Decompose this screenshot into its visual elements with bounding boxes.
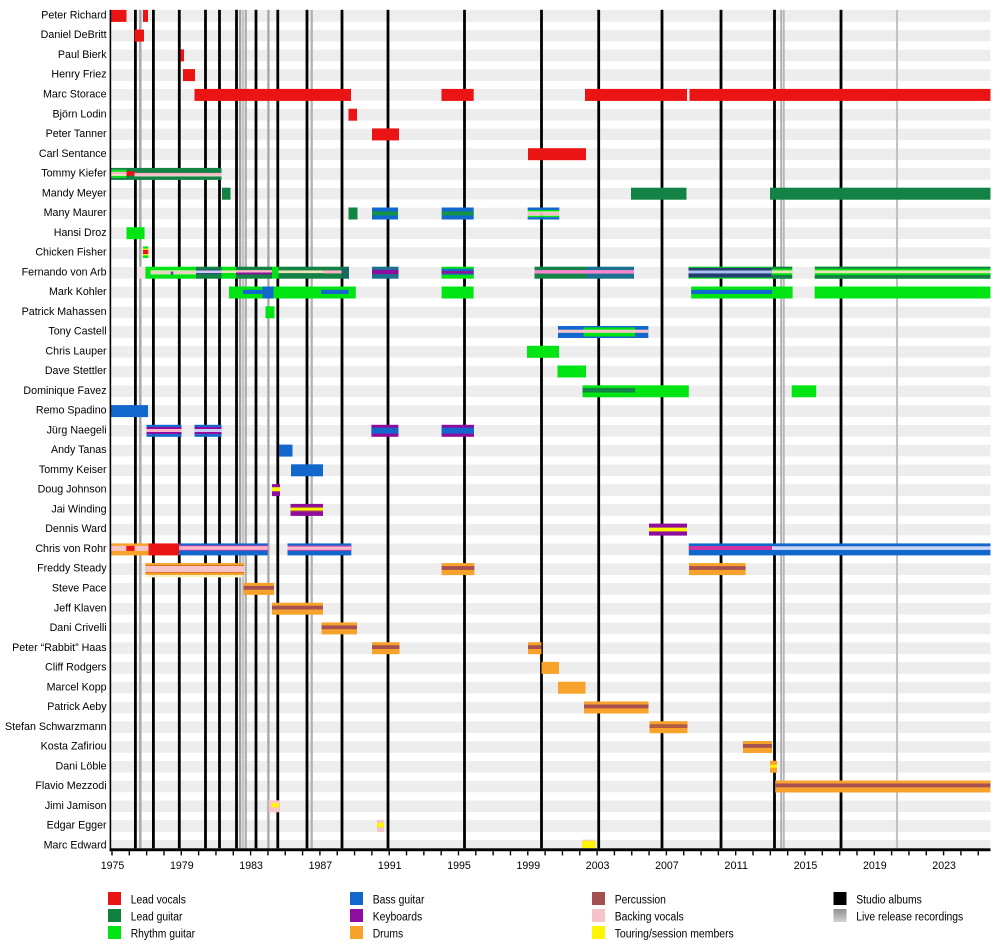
svg-text:Andy Tanas: Andy Tanas: [51, 444, 107, 456]
svg-text:Studio albums: Studio albums: [856, 895, 922, 907]
svg-text:Marcel Kopp: Marcel Kopp: [47, 681, 107, 693]
svg-text:Remo Spadino: Remo Spadino: [36, 405, 107, 417]
svg-text:2003: 2003: [586, 860, 610, 872]
svg-text:Stefan Schwarzmann: Stefan Schwarzmann: [5, 721, 107, 733]
svg-text:Patrick Mahassen: Patrick Mahassen: [22, 306, 107, 318]
svg-text:Daniel DeBritt: Daniel DeBritt: [41, 29, 107, 41]
svg-text:Dave Stettler: Dave Stettler: [45, 365, 107, 377]
svg-text:Lead vocals: Lead vocals: [131, 895, 186, 907]
svg-text:Chicken Fisher: Chicken Fisher: [35, 247, 107, 259]
svg-text:2011: 2011: [724, 860, 748, 872]
svg-text:2007: 2007: [655, 860, 679, 872]
svg-text:Dani Löble: Dani Löble: [55, 760, 106, 772]
svg-text:Chris von Rohr: Chris von Rohr: [35, 543, 107, 555]
svg-text:Henry Friez: Henry Friez: [51, 69, 106, 81]
svg-text:1979: 1979: [170, 860, 194, 872]
svg-text:Carl Sentance: Carl Sentance: [39, 148, 107, 160]
svg-text:Tommy Keiser: Tommy Keiser: [39, 464, 107, 476]
svg-text:Jai Winding: Jai Winding: [51, 504, 106, 516]
svg-text:Touring/session members: Touring/session members: [615, 929, 734, 941]
svg-text:1987: 1987: [309, 860, 333, 872]
svg-text:Doug Johnson: Doug Johnson: [38, 484, 107, 496]
svg-text:Björn Lodin: Björn Lodin: [53, 108, 107, 120]
svg-text:Chris Lauper: Chris Lauper: [45, 345, 107, 357]
svg-text:Keyboards: Keyboards: [373, 912, 423, 924]
svg-text:Peter “Rabbit” Haas: Peter “Rabbit” Haas: [12, 642, 106, 654]
svg-text:2023: 2023: [932, 860, 956, 872]
svg-text:Dominique Favez: Dominique Favez: [23, 385, 106, 397]
svg-text:Cliff Rodgers: Cliff Rodgers: [45, 662, 107, 674]
svg-text:Mandy Meyer: Mandy Meyer: [42, 187, 107, 199]
svg-text:Edgar Egger: Edgar Egger: [47, 820, 107, 832]
svg-text:2015: 2015: [794, 860, 818, 872]
svg-text:Many Maurer: Many Maurer: [44, 207, 107, 219]
svg-text:Freddy Steady: Freddy Steady: [37, 563, 107, 575]
svg-text:Mark Kohler: Mark Kohler: [49, 286, 107, 298]
svg-text:Backing vocals: Backing vocals: [615, 912, 684, 924]
svg-text:2019: 2019: [863, 860, 887, 872]
svg-text:Percussion: Percussion: [615, 895, 666, 907]
svg-text:1995: 1995: [447, 860, 471, 872]
svg-text:Hansi Droz: Hansi Droz: [54, 227, 107, 239]
svg-text:Dani Crivelli: Dani Crivelli: [50, 622, 107, 634]
svg-text:Tony Castell: Tony Castell: [48, 326, 106, 338]
svg-text:Kosta Zafiriou: Kosta Zafiriou: [41, 741, 107, 753]
svg-text:Peter Richard: Peter Richard: [41, 10, 106, 22]
svg-text:Dennis Ward: Dennis Ward: [45, 523, 106, 535]
svg-text:Marc Storace: Marc Storace: [43, 89, 107, 101]
svg-text:Lead guitar: Lead guitar: [131, 912, 183, 924]
svg-text:Marc Edward: Marc Edward: [44, 839, 107, 851]
svg-text:Rhythm guitar: Rhythm guitar: [131, 929, 196, 941]
svg-text:Steve Pace: Steve Pace: [52, 583, 107, 595]
svg-text:Fernando von Arb: Fernando von Arb: [22, 266, 107, 278]
svg-text:Bass guitar: Bass guitar: [373, 895, 425, 907]
svg-text:Flavio Mezzodi: Flavio Mezzodi: [35, 780, 106, 792]
svg-text:Live release recordings: Live release recordings: [856, 912, 963, 924]
svg-text:1999: 1999: [517, 860, 541, 872]
svg-text:Paul Bierk: Paul Bierk: [58, 49, 107, 61]
svg-text:Patrick Aeby: Patrick Aeby: [47, 701, 107, 713]
svg-text:Tommy Kiefer: Tommy Kiefer: [41, 168, 107, 180]
svg-text:1991: 1991: [378, 860, 402, 872]
svg-text:Jimi Jamison: Jimi Jamison: [45, 800, 107, 812]
svg-text:1975: 1975: [101, 860, 125, 872]
svg-text:1983: 1983: [239, 860, 263, 872]
svg-text:Drums: Drums: [373, 929, 404, 941]
svg-text:Jürg Naegeli: Jürg Naegeli: [47, 424, 107, 436]
svg-text:Jeff Klaven: Jeff Klaven: [54, 602, 107, 614]
svg-text:Peter Tanner: Peter Tanner: [46, 128, 107, 140]
